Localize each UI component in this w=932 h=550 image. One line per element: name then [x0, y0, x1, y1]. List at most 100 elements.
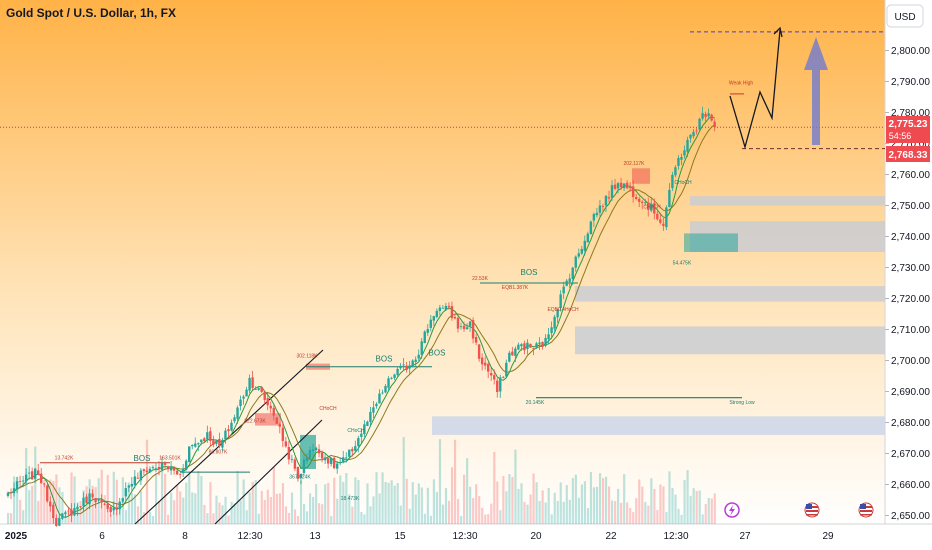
candle — [37, 463, 40, 476]
candle-body — [474, 336, 478, 343]
candle-body — [339, 461, 342, 463]
candle-body — [668, 189, 671, 207]
candle — [680, 153, 683, 166]
volume-bar — [432, 479, 436, 524]
candle-body — [115, 507, 118, 510]
candle — [610, 180, 614, 201]
order-block-green — [684, 233, 738, 252]
candle — [526, 339, 529, 355]
volume-bar — [607, 486, 611, 524]
candle-body — [130, 483, 134, 487]
us-flag-icon[interactable] — [804, 502, 820, 518]
candle — [656, 210, 659, 221]
candle-body — [91, 493, 94, 498]
candle — [493, 369, 496, 385]
bar-countdown: 54:56 — [889, 131, 912, 141]
volume-bar — [327, 482, 330, 524]
candle — [520, 343, 523, 351]
candle-body — [284, 441, 288, 447]
candle-body — [505, 362, 508, 377]
candle-body — [136, 477, 140, 479]
candle-body — [112, 507, 115, 511]
candle — [348, 449, 351, 459]
currency-button[interactable]: USD — [886, 4, 924, 28]
volume-bar — [230, 501, 233, 524]
choch-label: CHoCH — [643, 205, 661, 211]
volume-bar — [25, 448, 28, 524]
candle-body — [245, 389, 248, 397]
volume-bar — [441, 504, 445, 524]
candle-body — [166, 466, 170, 470]
volume-bar — [405, 478, 408, 524]
volume-bar — [19, 499, 22, 524]
candle — [541, 341, 544, 350]
time-axis-background — [0, 524, 932, 550]
candle — [508, 350, 511, 363]
volume-bar — [620, 502, 623, 524]
candle — [326, 457, 330, 469]
volume-bar — [164, 473, 167, 524]
candle — [562, 281, 565, 300]
candle-body — [586, 233, 590, 243]
annotation-label: EQB1.387K — [502, 285, 529, 291]
candle — [553, 314, 556, 334]
candle-body — [517, 344, 520, 350]
volume-bar — [583, 481, 587, 524]
candle — [619, 177, 623, 190]
candle-body — [345, 457, 348, 459]
candle-body — [296, 466, 300, 479]
volume-bar — [692, 488, 695, 524]
candle — [194, 437, 197, 448]
bos-label: BOS — [134, 454, 151, 463]
time-tick-label: 2025 — [5, 531, 28, 542]
candle-body — [683, 150, 686, 156]
time-axis-ticks[interactable]: 2025 6 8 12:30 13 15 12:30 20 22 12:30 27 29 — [5, 531, 834, 542]
volume-bar — [686, 470, 689, 524]
volume-bar — [695, 490, 698, 524]
volume-bar — [460, 515, 463, 524]
volume-bar — [188, 474, 191, 524]
current-price-value: 2,775.23 — [889, 119, 928, 130]
candle — [203, 436, 206, 443]
candle-body — [369, 411, 372, 422]
volume-bar — [312, 496, 315, 524]
event-icons[interactable] — [724, 502, 874, 518]
lower-demand-zone — [432, 416, 885, 435]
volume-bar — [538, 501, 541, 524]
volume-bar — [37, 500, 40, 524]
us-flag-icon-2[interactable] — [858, 502, 874, 518]
volume-bar — [158, 501, 161, 524]
volume-bar — [142, 512, 146, 524]
candle-body — [73, 508, 76, 516]
volume-bar — [638, 479, 641, 524]
volume-bar — [481, 507, 484, 524]
candle — [263, 390, 266, 405]
volume-bar — [629, 508, 632, 524]
candle — [27, 466, 31, 480]
volume-bar — [529, 494, 532, 524]
volume-bar — [520, 483, 523, 524]
candle — [462, 321, 466, 332]
candle-body — [616, 183, 620, 189]
candle — [432, 315, 436, 326]
candle — [411, 359, 414, 368]
candle — [320, 450, 324, 463]
volume-bar — [463, 474, 466, 524]
annotation-label: 367.624K — [289, 474, 311, 480]
time-tick-label: 12:30 — [452, 531, 477, 542]
projection-path — [729, 29, 781, 150]
candle-body — [568, 278, 571, 282]
volume-bars — [7, 437, 716, 524]
candle — [414, 356, 417, 367]
price-tick-label: 2,700.00 — [891, 356, 930, 367]
candle — [595, 207, 599, 218]
candle-body — [290, 459, 294, 460]
annotation-label: 13.742K — [55, 456, 74, 462]
candle-body — [163, 463, 167, 465]
volume-bar — [595, 486, 599, 524]
volume-bar — [381, 472, 384, 524]
volume-bar — [438, 439, 442, 524]
candle — [577, 248, 580, 259]
volume-bar — [674, 494, 677, 524]
